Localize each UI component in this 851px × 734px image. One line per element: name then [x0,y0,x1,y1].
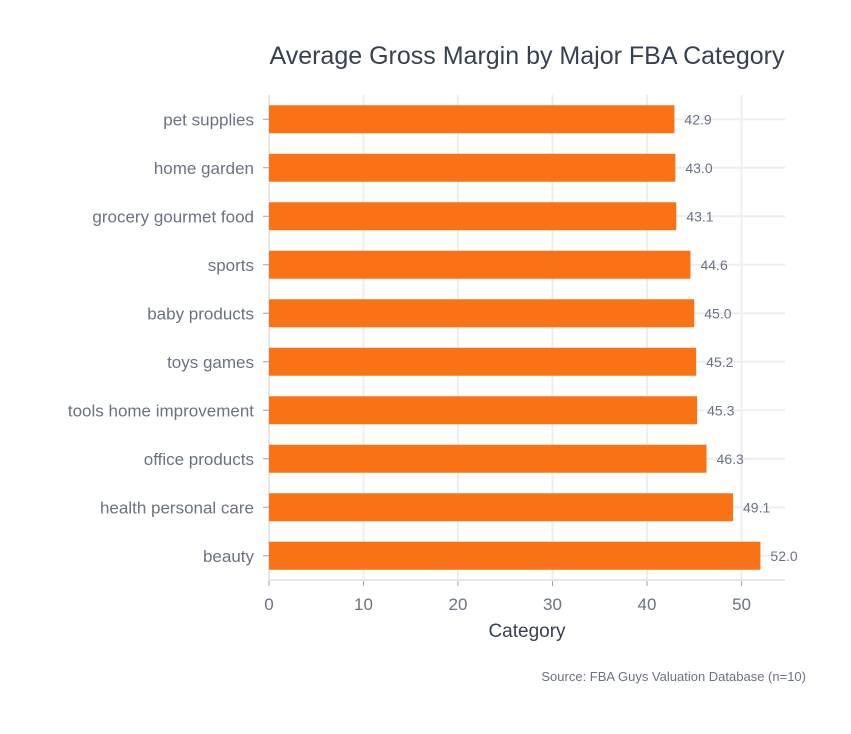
x-tick-label: 10 [354,595,373,614]
data-label: 45.0 [704,305,731,321]
bar [269,202,677,231]
y-tick-label: toys games [167,353,254,372]
bar [269,444,707,473]
bar [269,347,697,376]
y-tick-label: health personal care [100,498,254,517]
bar [269,396,698,425]
y-tick-label: tools home improvement [68,401,254,420]
x-tick-label: 0 [264,595,273,614]
bar [269,153,676,182]
data-label: 42.9 [684,111,711,127]
bar [269,299,695,328]
data-label: 43.0 [685,160,712,176]
data-label: 43.1 [686,208,713,224]
x-tick-label: 40 [638,595,657,614]
bar [269,105,675,134]
bar [269,493,734,522]
bar [269,250,691,279]
source-note: Source: FBA Guys Valuation Database (n=1… [541,669,806,684]
data-label: 46.3 [717,451,744,467]
data-label: 45.2 [706,354,733,370]
data-label: 44.6 [700,257,727,273]
chart-title: Average Gross Margin by Major FBA Catego… [269,42,785,70]
y-tick-label: office products [144,450,254,469]
y-tick-label: home garden [154,159,254,178]
y-tick-label: pet supplies [163,110,254,129]
bar [269,541,761,570]
x-tick-label: 20 [449,595,468,614]
y-tick-label: sports [208,256,254,275]
data-label: 52.0 [770,548,797,564]
y-tick-label: beauty [203,547,255,566]
data-label: 49.1 [743,499,770,515]
y-tick-label: baby products [147,304,254,323]
x-tick-label: 30 [543,595,562,614]
x-tick-label: 50 [732,595,751,614]
x-axis-label: Category [488,621,566,642]
data-label: 45.3 [707,402,734,418]
y-tick-label: grocery gourmet food [92,207,254,226]
